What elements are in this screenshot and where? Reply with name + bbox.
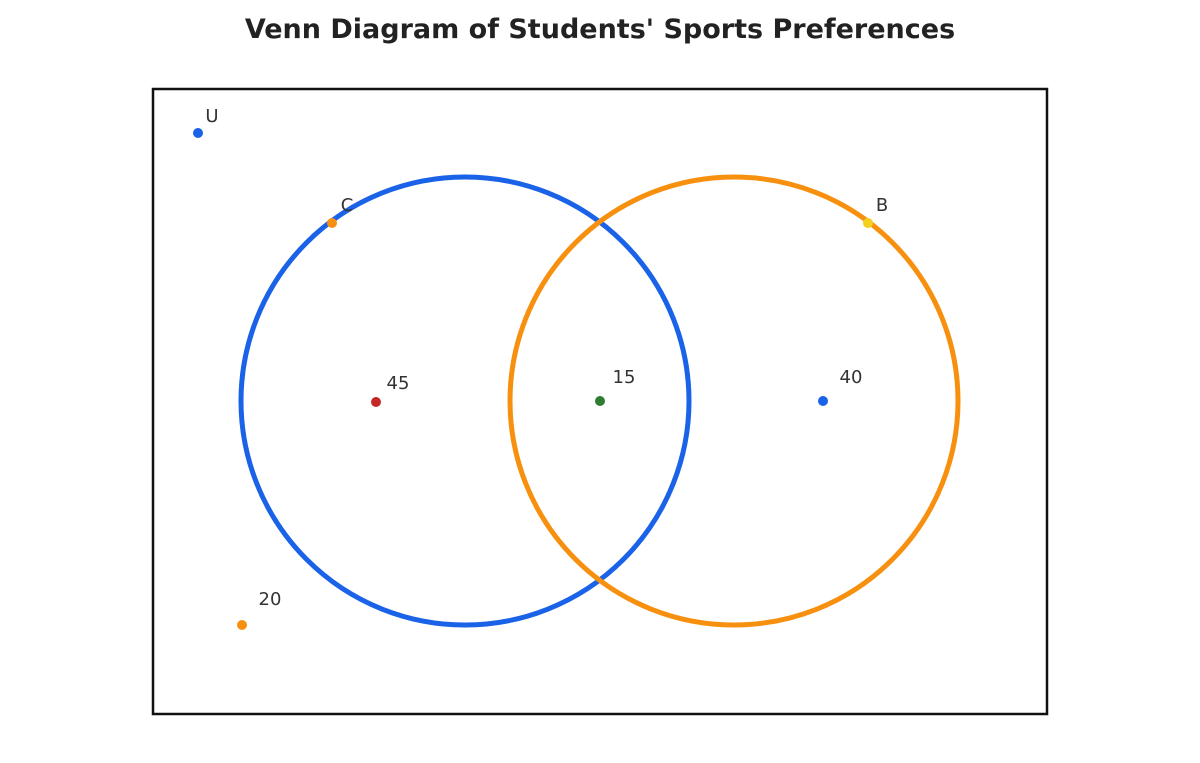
- region-count: 15: [613, 367, 636, 388]
- set-dot: [863, 218, 873, 228]
- set-circle: [238, 174, 692, 628]
- set-label: C: [341, 195, 354, 216]
- set-label: B: [876, 195, 888, 216]
- region-count: 40: [840, 367, 863, 388]
- universe-box: [151, 87, 1049, 716]
- region-dot: [818, 396, 828, 406]
- set-circle: [507, 174, 961, 628]
- region-dot: [371, 397, 381, 407]
- universe-label: U: [205, 106, 218, 127]
- region-dot: [595, 396, 605, 406]
- region-dot: [237, 620, 247, 630]
- region-count: 20: [259, 589, 282, 610]
- universe-dot: [193, 128, 203, 138]
- set-dot: [327, 218, 337, 228]
- region-count: 45: [387, 373, 410, 394]
- title: Venn Diagram of Students' Sports Prefere…: [245, 14, 955, 45]
